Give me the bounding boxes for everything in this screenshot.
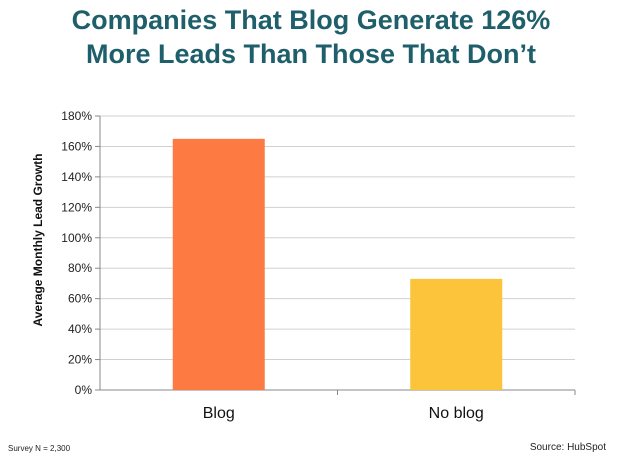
chart-title-line-2: More Leads Than Those That Don’t	[85, 39, 537, 69]
source-footnote: Source: HubSpot	[529, 442, 606, 453]
chart-title-line-1: Companies That Blog Generate 126%	[71, 5, 551, 35]
y-tick-label: 120%	[61, 200, 92, 214]
x-category-label: No blog	[429, 405, 484, 422]
y-tick-label: 80%	[68, 261, 92, 275]
y-tick-label: 160%	[61, 139, 92, 153]
survey-footnote: Survey N = 2,300	[8, 444, 71, 453]
y-tick-label: 180%	[61, 109, 92, 123]
bar-no-blog	[410, 278, 503, 390]
y-tick-label: 60%	[68, 292, 92, 306]
bar-blog	[172, 138, 265, 390]
chart-title: Companies That Blog Generate 126% More L…	[0, 3, 622, 71]
y-tick-label: 140%	[61, 170, 92, 184]
y-tick-label: 0%	[75, 383, 93, 397]
y-tick-label: 100%	[61, 231, 92, 245]
x-category-label: Blog	[203, 405, 235, 422]
y-axis-label: Average Monthly Lead Growth	[31, 153, 45, 327]
y-tick-label: 40%	[68, 322, 92, 336]
y-tick-label: 20%	[68, 353, 92, 367]
